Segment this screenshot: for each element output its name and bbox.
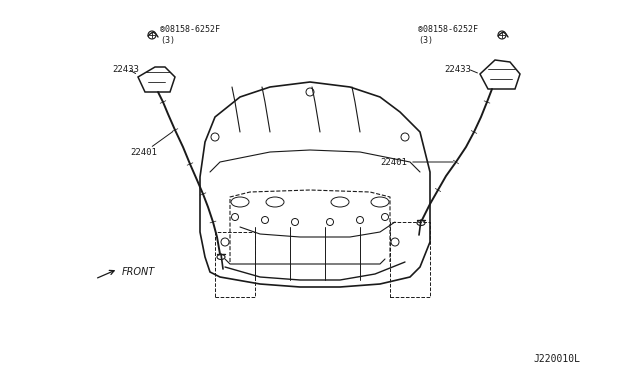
Circle shape xyxy=(381,214,388,221)
Text: FRONT: FRONT xyxy=(122,267,156,277)
Circle shape xyxy=(232,214,239,221)
Text: J220010L: J220010L xyxy=(533,354,580,364)
Text: 22433: 22433 xyxy=(112,64,139,74)
Text: 22433: 22433 xyxy=(444,64,471,74)
Text: ®08158-6252F
(3): ®08158-6252F (3) xyxy=(418,25,478,45)
Text: ®08158-6252F
(3): ®08158-6252F (3) xyxy=(160,25,220,45)
Circle shape xyxy=(291,218,298,225)
Circle shape xyxy=(326,218,333,225)
Text: 22401: 22401 xyxy=(130,148,157,157)
Circle shape xyxy=(262,217,269,224)
Circle shape xyxy=(356,217,364,224)
Text: 22401: 22401 xyxy=(380,157,407,167)
